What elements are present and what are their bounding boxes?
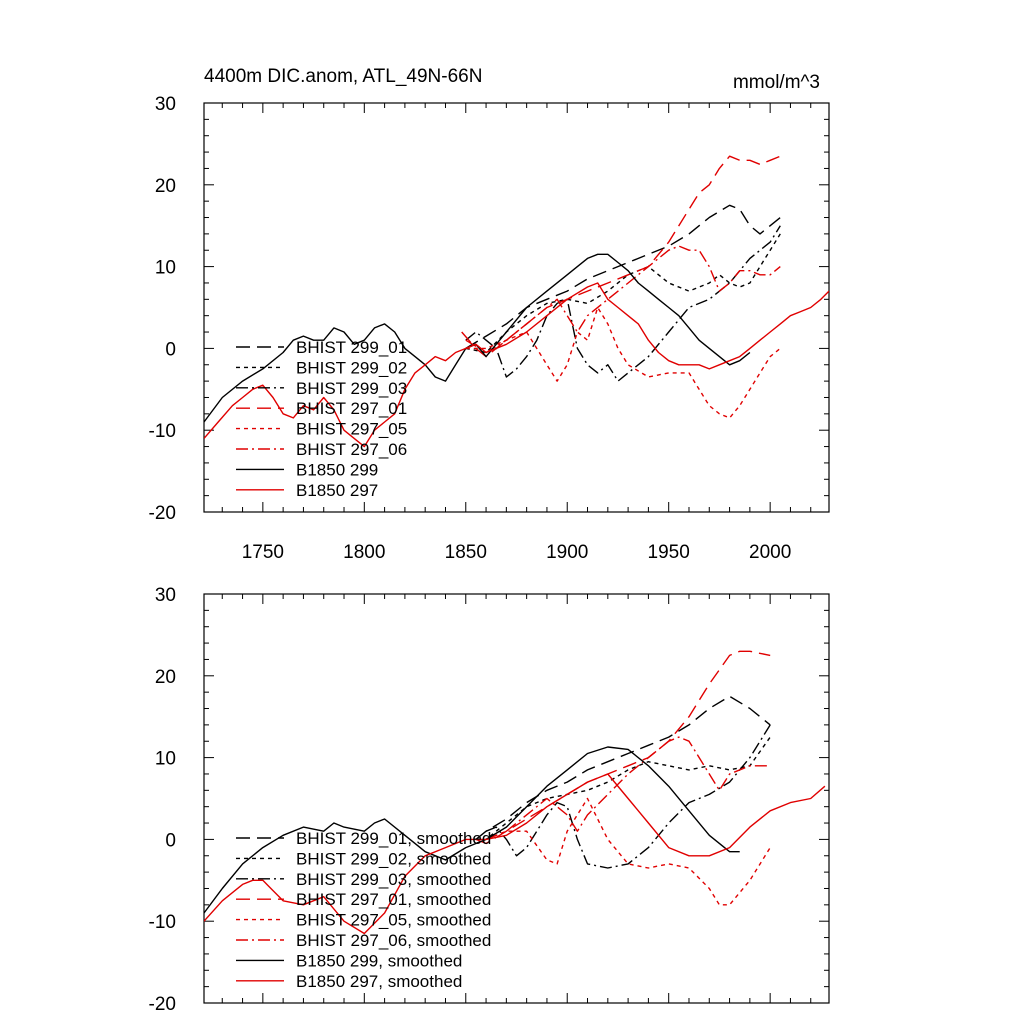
- legend-label: BHIST 297_05: [296, 420, 407, 439]
- x-tick-label: 1750: [242, 542, 284, 563]
- legend-label: B1850 297: [296, 481, 378, 500]
- legend-label: BHIST 297_01, smoothed: [296, 890, 491, 909]
- y-tick-label: 10: [155, 258, 176, 279]
- legend-label: BHIST 299_01, smoothed: [296, 829, 491, 848]
- y-tick-label: -10: [149, 912, 176, 933]
- plot-frame: [203, 102, 830, 513]
- y-tick-label: -20: [149, 994, 176, 1015]
- y-tick-label: -10: [149, 421, 176, 442]
- series-line-7: [204, 253, 751, 423]
- plot-frame: [203, 593, 830, 1004]
- plot-panel-1: 30 20 10 0 -10 -20 1750 1800 1850 1900 1950 2000 BHI…: [149, 94, 830, 563]
- series-line-8: [204, 773, 826, 935]
- legend-label: B1850 297, smoothed: [296, 972, 462, 991]
- legend-label: B1850 299: [296, 460, 378, 479]
- series-line-6: [465, 245, 781, 354]
- units-label: mmol/m^3: [733, 72, 820, 93]
- series-line-5: [485, 797, 771, 906]
- legend-label: BHIST 299_01: [296, 338, 407, 357]
- series-line-6: [485, 736, 771, 841]
- legend-label: BHIST 299_03: [296, 379, 407, 398]
- y-tick-label: 20: [155, 176, 176, 197]
- legend-label: BHIST 299_03, smoothed: [296, 870, 491, 889]
- series-line-1: [475, 695, 771, 840]
- x-tick-label: 1850: [445, 542, 487, 563]
- series-line-7: [204, 746, 740, 914]
- x-tick-label: 1900: [546, 542, 588, 563]
- series-line-3: [485, 724, 771, 869]
- series-line-4: [475, 650, 771, 845]
- series-line-2: [475, 736, 771, 845]
- y-tick-label: 10: [155, 749, 176, 770]
- series-line-4: [461, 155, 781, 358]
- chart-title: 4400m DIC.anom, ATL_49N-66N: [204, 66, 482, 87]
- legend-label: BHIST 297_01: [296, 399, 407, 418]
- legend-label: BHIST 299_02, smoothed: [296, 849, 491, 868]
- x-tick-label: 1800: [343, 542, 385, 563]
- y-tick-label: 0: [165, 830, 176, 851]
- y-tick-label: 0: [165, 339, 176, 360]
- y-tick-label: -20: [149, 503, 176, 524]
- y-tick-label: 30: [155, 585, 176, 606]
- legend-label: BHIST 299_02: [296, 358, 407, 377]
- series-line-2: [465, 233, 781, 354]
- x-tick-label: 2000: [749, 542, 791, 563]
- legend-label: BHIST 297_06, smoothed: [296, 931, 491, 950]
- series-line-8: [204, 282, 829, 448]
- series-group: [204, 650, 826, 935]
- series-line-3: [465, 225, 781, 382]
- series-group: [204, 155, 829, 448]
- legend-label: B1850 299, smoothed: [296, 951, 462, 970]
- y-tick-label: 30: [155, 94, 176, 115]
- legend-label: BHIST 297_06: [296, 440, 407, 459]
- y-tick-label: 20: [155, 667, 176, 688]
- x-tick-label: 1950: [648, 542, 690, 563]
- legend-label: BHIST 297_05, smoothed: [296, 911, 491, 930]
